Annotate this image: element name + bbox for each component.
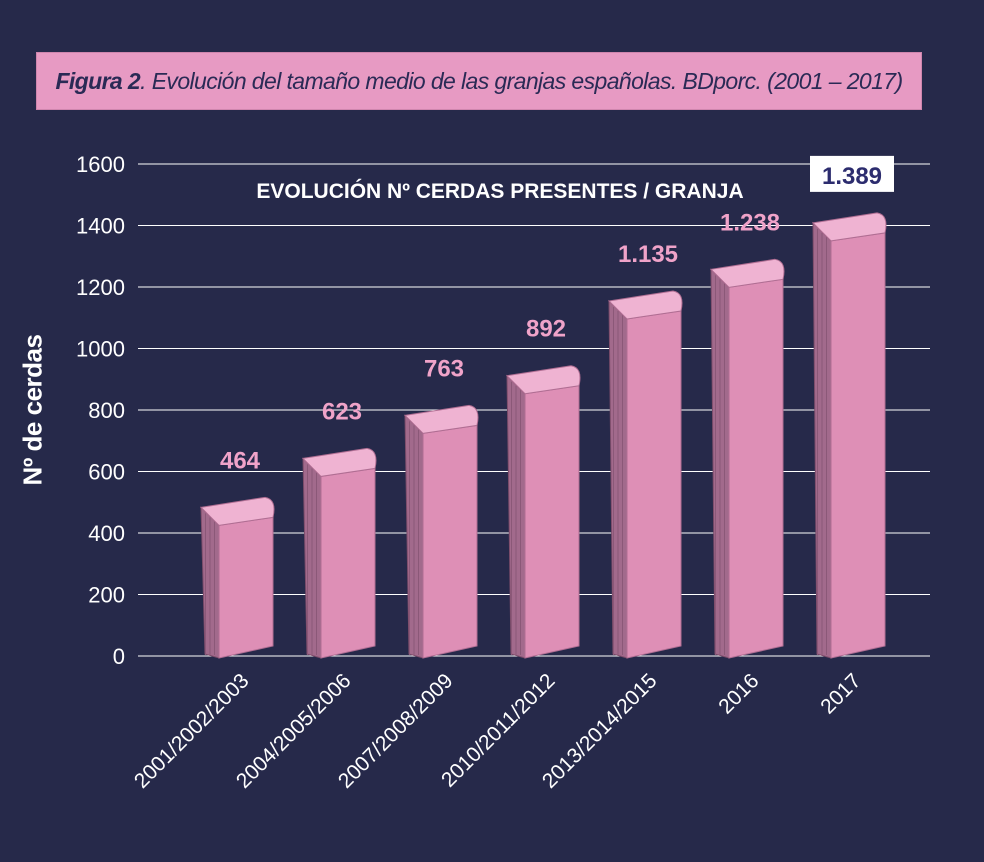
value-label: 464 bbox=[220, 447, 261, 474]
bar-front bbox=[728, 278, 784, 659]
figure-caption: . Evolución del tamaño medio de las gran… bbox=[140, 67, 903, 94]
y-tick-label: 200 bbox=[88, 583, 125, 608]
chart-title: EVOLUCIÓN Nº CERDAS PRESENTES / GRANJA bbox=[256, 179, 743, 203]
bar-top bbox=[505, 365, 581, 395]
x-tick-label: 2016 bbox=[714, 669, 763, 718]
bar bbox=[811, 212, 887, 659]
value-label: 892 bbox=[526, 316, 566, 343]
y-tick-label: 1600 bbox=[76, 152, 125, 177]
bar bbox=[301, 447, 377, 659]
bar-front bbox=[830, 232, 886, 659]
value-label: 1.389 bbox=[822, 163, 882, 190]
bar-front bbox=[626, 310, 682, 659]
y-tick-label: 600 bbox=[88, 460, 125, 485]
bar-top bbox=[607, 290, 683, 320]
bar-front bbox=[218, 516, 274, 659]
value-label: 1.238 bbox=[720, 209, 780, 236]
bar bbox=[403, 404, 479, 659]
y-tick-label: 1000 bbox=[76, 337, 125, 362]
bars-layer bbox=[199, 212, 887, 659]
value-label: 623 bbox=[322, 398, 362, 425]
bar-front bbox=[524, 385, 580, 659]
bar-top bbox=[301, 447, 377, 477]
y-tick-label: 800 bbox=[88, 398, 125, 423]
y-tick-label: 1400 bbox=[76, 214, 125, 239]
bar bbox=[199, 496, 275, 659]
y-tick-label: 400 bbox=[88, 521, 125, 546]
bar bbox=[505, 365, 581, 659]
figure-caption-banner: Figura 2 . Evolución del tamaño medio de… bbox=[36, 52, 922, 110]
highlight-label-box bbox=[810, 155, 894, 192]
y-tick-label: 0 bbox=[113, 644, 125, 669]
bar-top bbox=[709, 258, 785, 288]
bar-front bbox=[320, 467, 376, 659]
value-label: 763 bbox=[424, 355, 464, 382]
bar-top bbox=[811, 212, 887, 242]
value-label: 1.135 bbox=[618, 241, 678, 268]
bar-top bbox=[403, 404, 479, 434]
x-tick-label: 2017 bbox=[816, 669, 865, 718]
bar bbox=[709, 258, 785, 659]
y-tick-label: 1200 bbox=[76, 275, 125, 300]
figure-number: Figura 2 bbox=[55, 67, 141, 94]
bar-top bbox=[199, 496, 275, 526]
bar bbox=[607, 290, 683, 659]
bar-front bbox=[422, 424, 478, 659]
